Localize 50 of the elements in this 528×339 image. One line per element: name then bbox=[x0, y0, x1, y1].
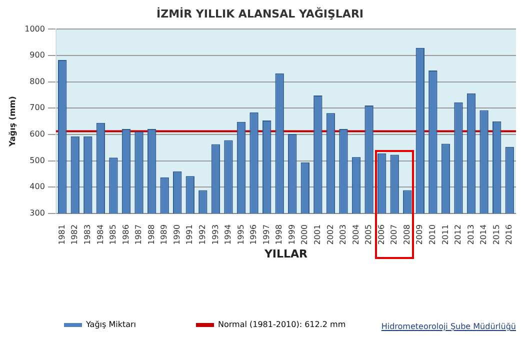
x-tick-label: 1995 bbox=[236, 224, 246, 245]
x-tick-label: 1989 bbox=[160, 224, 169, 245]
x-tick-label: 1994 bbox=[224, 224, 233, 245]
x-tick-label: 1992 bbox=[198, 224, 207, 245]
x-tick-label: 2010 bbox=[428, 224, 438, 245]
x-tick-label: 2016 bbox=[504, 224, 514, 245]
legend-label: Normal (1981-2010): 612.2 mm bbox=[218, 320, 346, 330]
x-tick-label: 2006 bbox=[376, 224, 386, 245]
x-tick-label: 2012 bbox=[454, 224, 463, 245]
x-tick-label: 1984 bbox=[96, 224, 105, 245]
y-tick-label: 900 bbox=[30, 50, 45, 60]
y-tick-label: 1000 bbox=[24, 24, 45, 34]
x-tick-label: 2008 bbox=[402, 224, 412, 245]
x-tick-label: 1981 bbox=[57, 224, 66, 245]
text: Hidrometeoroloji Şube Müdürlüğü bbox=[381, 322, 516, 331]
y-tick-label: 400 bbox=[30, 182, 45, 192]
y-tick-label: 800 bbox=[30, 76, 45, 86]
x-tick-label: 1982 bbox=[70, 224, 80, 245]
x-tick-label: 2000 bbox=[300, 224, 310, 245]
x-tick-label: 1991 bbox=[185, 224, 194, 245]
x-tick-label: 1983 bbox=[82, 224, 92, 245]
chart-title: İZMİR YILLIK ALANSAL YAĞIŞLARI bbox=[156, 6, 364, 20]
y-tick-label: 600 bbox=[30, 130, 45, 139]
x-tick-label: 1998 bbox=[274, 224, 284, 245]
x-tick-label: 2005 bbox=[364, 224, 374, 245]
x-tick-label: 1990 bbox=[172, 224, 182, 245]
x-tick-label: 2014 bbox=[479, 224, 488, 245]
x-tick-label: 1999 bbox=[287, 224, 296, 245]
legend-label: Yağış Miktarı bbox=[85, 320, 136, 330]
x-tick-label: 2011 bbox=[440, 224, 450, 245]
x-tick-label: 2013 bbox=[466, 224, 476, 245]
x-tick-label: 2001 bbox=[313, 224, 322, 245]
x-tick-label: 2002 bbox=[326, 224, 335, 245]
x-tick-label: 2009 bbox=[415, 224, 424, 245]
x-tick-label: 1997 bbox=[262, 224, 271, 245]
y-tick-label: 500 bbox=[30, 156, 45, 165]
x-tick-label: 2003 bbox=[338, 224, 348, 245]
y-axis-title: Yağış (mm) bbox=[8, 96, 17, 148]
x-tick-label: 2007 bbox=[390, 224, 399, 245]
x-tick-label: 1986 bbox=[121, 224, 130, 245]
x-tick-label: 1985 bbox=[108, 224, 118, 245]
x-axis-title: YILLAR bbox=[263, 247, 308, 260]
x-tick-label: 2004 bbox=[351, 224, 360, 245]
x-tick-label: 2015 bbox=[492, 224, 501, 245]
y-tick-label: 300 bbox=[30, 208, 45, 218]
x-tick-label: 1996 bbox=[249, 224, 258, 245]
y-tick-label: 700 bbox=[30, 103, 45, 112]
x-tick-label: 1993 bbox=[210, 224, 220, 245]
x-tick-label: 1987 bbox=[134, 224, 144, 245]
x-tick-label: 1988 bbox=[146, 224, 156, 245]
